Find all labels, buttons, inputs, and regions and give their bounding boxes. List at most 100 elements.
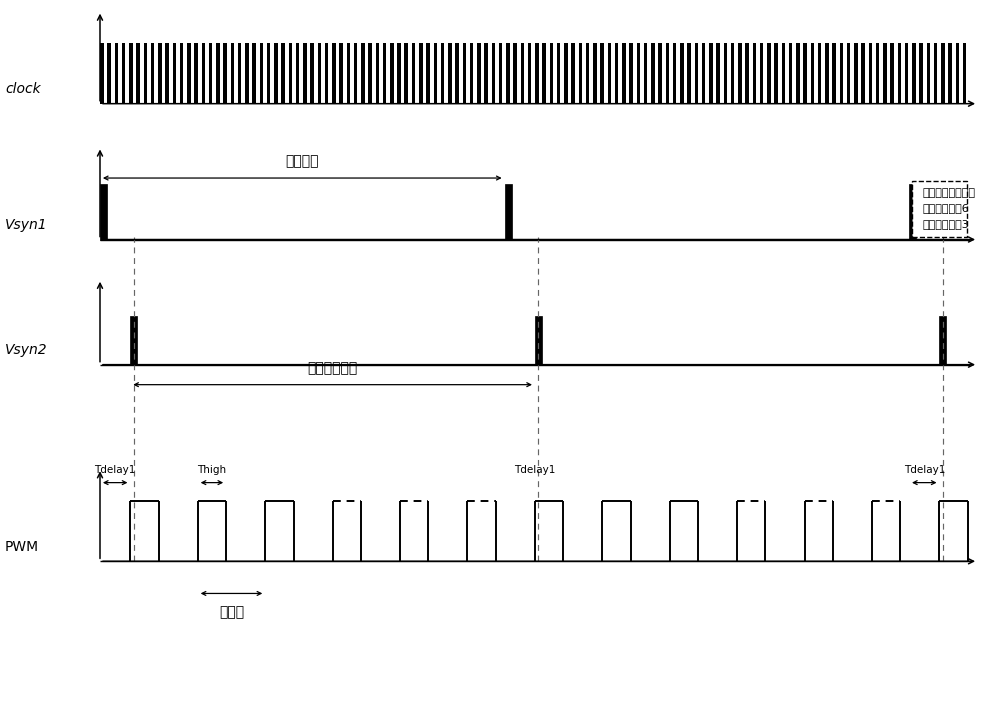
Bar: [890, 43, 894, 104]
Bar: [702, 43, 705, 104]
Bar: [173, 43, 176, 104]
Bar: [230, 43, 234, 104]
Bar: [288, 43, 292, 104]
Bar: [825, 43, 829, 104]
Bar: [383, 43, 386, 104]
Bar: [180, 43, 183, 104]
Bar: [658, 43, 662, 104]
Bar: [339, 43, 343, 104]
Bar: [202, 43, 205, 104]
Bar: [376, 43, 379, 104]
Bar: [680, 43, 684, 104]
Bar: [419, 43, 423, 104]
Text: Tdelay1: Tdelay1: [94, 465, 136, 475]
Bar: [310, 43, 314, 104]
Bar: [753, 43, 756, 104]
Bar: [347, 43, 350, 104]
Bar: [832, 43, 836, 104]
Bar: [919, 43, 923, 104]
Bar: [593, 43, 597, 104]
Bar: [209, 43, 212, 104]
Bar: [470, 43, 473, 104]
Bar: [782, 43, 785, 104]
Bar: [716, 43, 720, 104]
Bar: [397, 43, 401, 104]
Bar: [796, 43, 800, 104]
Bar: [745, 43, 749, 104]
Bar: [130, 317, 137, 365]
Bar: [158, 43, 162, 104]
Bar: [303, 43, 307, 104]
Text: Tdelay1: Tdelay1: [514, 465, 556, 475]
Bar: [325, 43, 328, 104]
Bar: [564, 43, 568, 104]
Text: clock: clock: [5, 82, 41, 97]
Bar: [622, 43, 626, 104]
Bar: [818, 43, 821, 104]
Bar: [615, 43, 618, 104]
Bar: [506, 43, 510, 104]
Bar: [926, 43, 930, 104]
Text: Vsyn1: Vsyn1: [5, 218, 48, 232]
Bar: [600, 43, 604, 104]
Bar: [803, 43, 807, 104]
Bar: [513, 43, 517, 104]
Bar: [441, 43, 444, 104]
Bar: [484, 43, 488, 104]
Bar: [789, 43, 792, 104]
Bar: [571, 43, 575, 104]
Bar: [876, 43, 879, 104]
Bar: [847, 43, 850, 104]
Bar: [144, 43, 147, 104]
Bar: [245, 43, 249, 104]
Bar: [637, 43, 640, 104]
Bar: [521, 43, 524, 104]
Bar: [434, 43, 437, 104]
Bar: [909, 184, 916, 240]
Text: 对齐模式：头对齐: 对齐模式：头对齐: [922, 188, 975, 198]
Text: 第二脉冲数＝3: 第二脉冲数＝3: [922, 219, 969, 229]
Bar: [129, 43, 133, 104]
Bar: [774, 43, 778, 104]
Bar: [151, 43, 154, 104]
Bar: [731, 43, 734, 104]
Bar: [404, 43, 408, 104]
Bar: [738, 43, 742, 104]
Bar: [578, 43, 582, 104]
Bar: [644, 43, 647, 104]
Bar: [854, 43, 858, 104]
Bar: [528, 43, 531, 104]
Bar: [216, 43, 220, 104]
Bar: [883, 43, 887, 104]
Text: Thigh: Thigh: [197, 465, 226, 475]
Bar: [724, 43, 727, 104]
FancyBboxPatch shape: [912, 181, 967, 237]
Bar: [492, 43, 495, 104]
Bar: [861, 43, 865, 104]
Bar: [608, 43, 611, 104]
Bar: [368, 43, 372, 104]
Bar: [194, 43, 198, 104]
Bar: [281, 43, 285, 104]
Bar: [274, 43, 278, 104]
Text: 延时同步周期: 延时同步周期: [307, 361, 358, 375]
Bar: [948, 43, 952, 104]
Bar: [100, 184, 107, 240]
Bar: [390, 43, 394, 104]
Bar: [296, 43, 299, 104]
Bar: [956, 43, 959, 104]
Bar: [107, 43, 111, 104]
Bar: [586, 43, 589, 104]
Bar: [354, 43, 357, 104]
Bar: [223, 43, 227, 104]
Bar: [709, 43, 713, 104]
Bar: [122, 43, 125, 104]
Bar: [318, 43, 321, 104]
Bar: [136, 43, 140, 104]
Text: 第一脉冲数＝6: 第一脉冲数＝6: [922, 204, 969, 214]
Bar: [905, 43, 908, 104]
Bar: [448, 43, 452, 104]
Bar: [673, 43, 676, 104]
Bar: [939, 317, 946, 365]
Bar: [455, 43, 459, 104]
